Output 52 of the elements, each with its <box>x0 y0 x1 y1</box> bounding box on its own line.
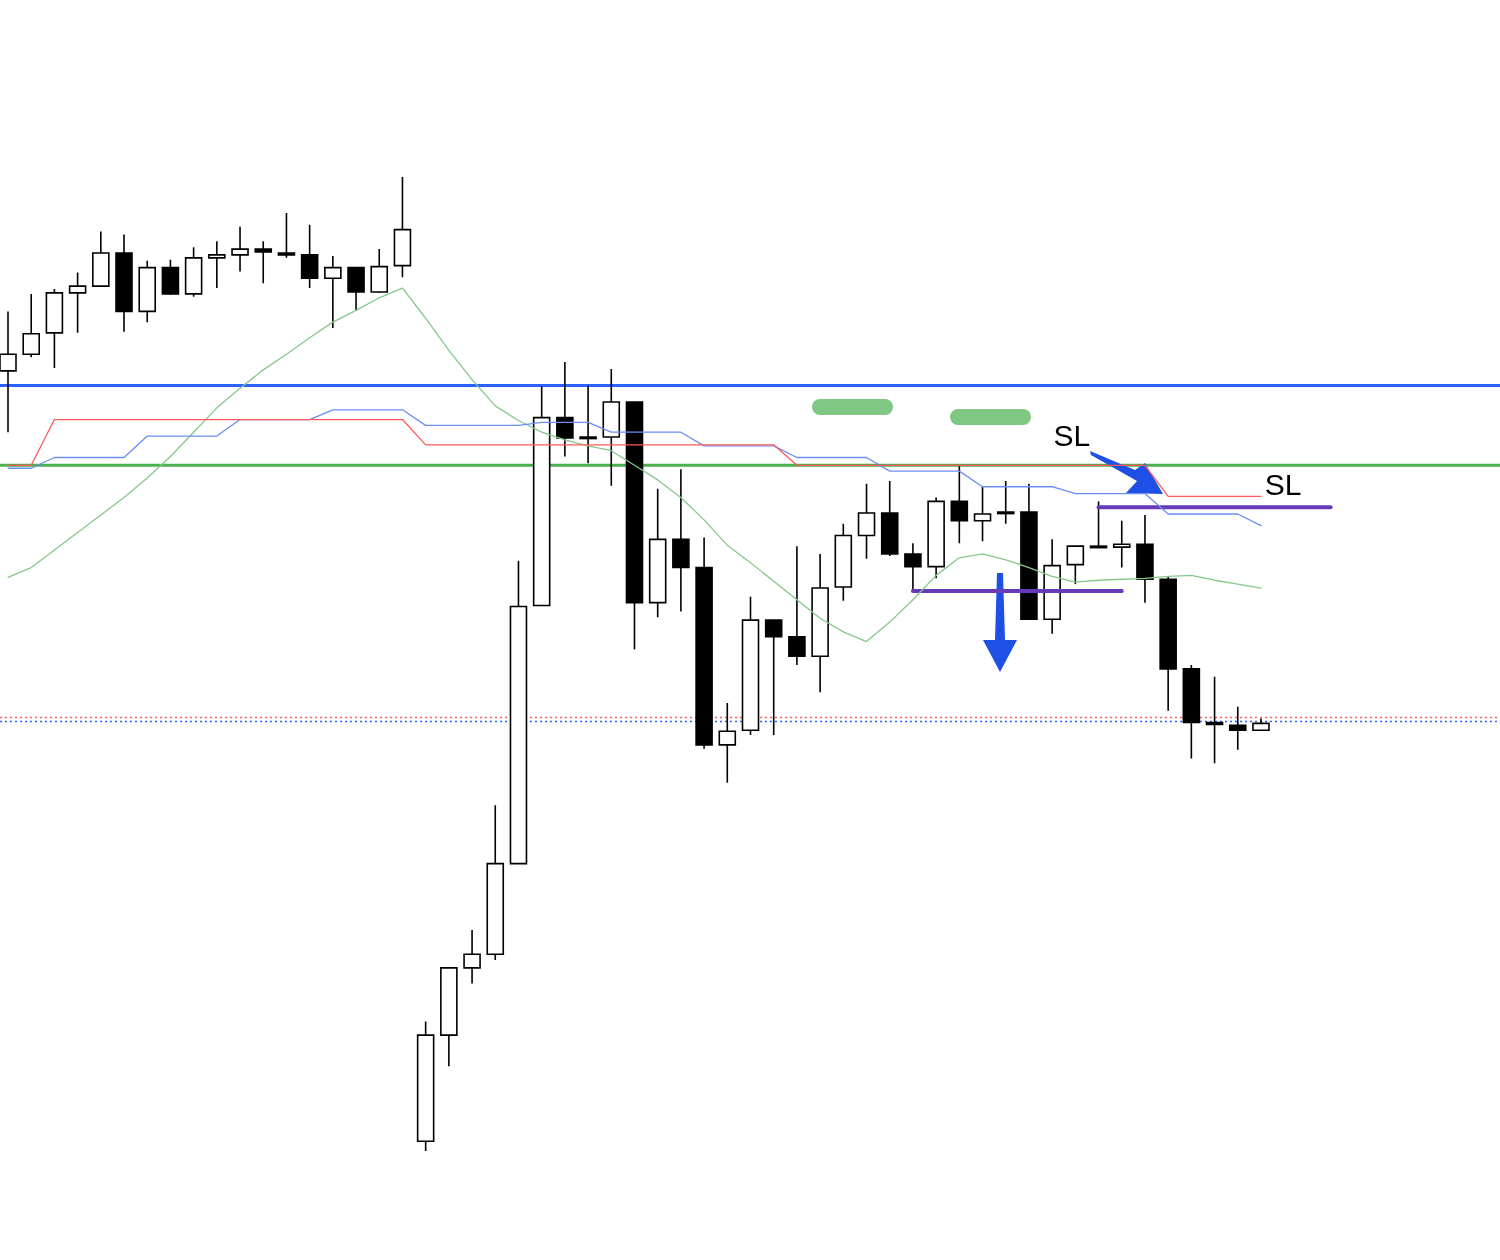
candlestick <box>648 487 667 619</box>
candlestick <box>416 1020 435 1152</box>
candlestick <box>231 225 249 273</box>
candlestick <box>92 230 110 287</box>
annotation: SL <box>1053 419 1091 453</box>
candlestick <box>857 483 876 560</box>
candlestick <box>208 240 226 289</box>
candlestick <box>811 553 829 694</box>
candlestick <box>1089 500 1108 549</box>
candlestick <box>1112 520 1131 569</box>
candlestick <box>254 240 273 284</box>
candlestick <box>277 212 296 259</box>
candlestick <box>764 619 783 736</box>
candlestick <box>834 522 853 602</box>
candlestick <box>556 361 574 458</box>
candlestick <box>532 385 551 607</box>
candlestick <box>0 310 17 433</box>
candlestick <box>486 804 505 961</box>
candlestick <box>1159 575 1177 712</box>
candlestick <box>68 271 87 334</box>
candlestick <box>672 468 690 613</box>
candlestick <box>1020 483 1038 620</box>
candlestick <box>1043 538 1061 635</box>
annotation: SL <box>1264 468 1302 501</box>
candlestick <box>625 401 644 651</box>
candlestick <box>45 288 64 369</box>
candlestick <box>996 480 1015 525</box>
candlestick <box>1066 545 1085 585</box>
candlestick <box>602 368 621 487</box>
candlestick <box>695 536 713 750</box>
candlestick <box>718 702 737 784</box>
candlestick <box>115 233 133 333</box>
candlestick <box>741 595 760 736</box>
candlestick <box>463 929 481 985</box>
candlestick <box>788 545 806 666</box>
candlestick <box>1252 717 1270 732</box>
candlestick <box>1182 664 1201 760</box>
candlestick <box>1136 514 1154 604</box>
candlestick <box>1228 706 1247 751</box>
candlestick <box>393 176 412 279</box>
candlestick <box>579 384 597 465</box>
candlestick <box>440 967 458 1068</box>
candlestick <box>880 480 899 557</box>
candlestick <box>138 259 157 323</box>
candlestick <box>324 255 342 329</box>
candlestick <box>927 496 945 580</box>
candlestick <box>950 465 969 545</box>
candlestick <box>973 485 992 543</box>
candlestick <box>22 293 40 358</box>
candlestick <box>300 223 319 289</box>
candlestick <box>904 542 922 592</box>
candlestick <box>509 559 528 865</box>
